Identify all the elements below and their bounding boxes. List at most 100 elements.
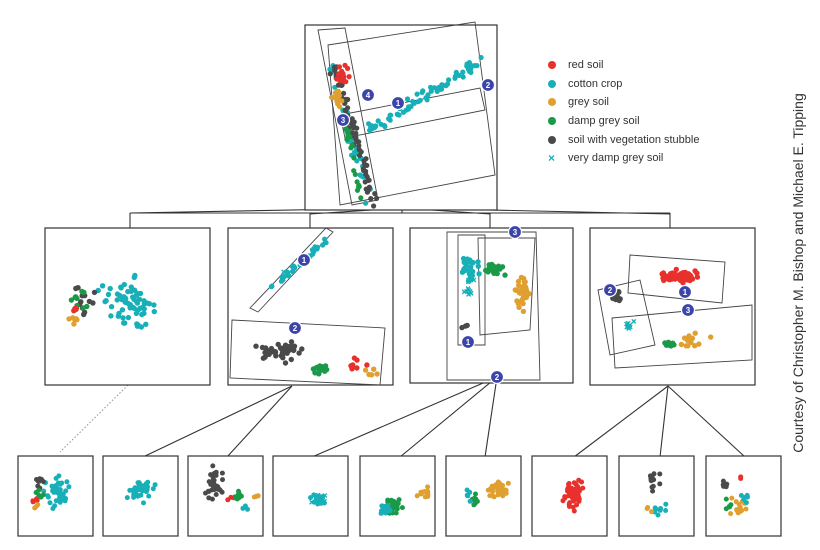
data-point [473, 491, 478, 497]
leaf-plot-9 [705, 455, 782, 537]
data-point [422, 489, 428, 494]
data-point [349, 142, 355, 148]
data-point [259, 344, 266, 351]
data-point [282, 360, 289, 366]
data-point [471, 496, 477, 502]
data-point [487, 493, 493, 499]
data-point [723, 496, 729, 502]
data-point [460, 69, 466, 75]
data-point [474, 63, 480, 69]
data-point [476, 271, 482, 277]
data-point [143, 321, 149, 327]
data-point [737, 504, 743, 510]
data-point [650, 488, 656, 494]
data-point [396, 497, 402, 503]
data-point [743, 500, 749, 506]
data-point [424, 97, 430, 103]
data-point [464, 63, 470, 69]
data-point [137, 290, 144, 297]
legend-label: grey soil [568, 96, 609, 109]
data-point [404, 96, 411, 102]
data-point [723, 506, 729, 512]
leaf-plot-1 [17, 455, 94, 537]
data-point [35, 483, 41, 489]
data-point [692, 330, 698, 336]
data-point [271, 348, 277, 355]
data-point [41, 492, 46, 498]
data-point [562, 494, 568, 500]
data-point [66, 316, 72, 322]
data-point [575, 492, 581, 498]
data-point [661, 277, 667, 284]
mid-plot-4: 1 2 3 [589, 227, 756, 386]
data-point [237, 491, 242, 497]
badge-circle [287, 320, 303, 336]
data-point [265, 349, 272, 356]
data-point [210, 463, 216, 469]
data-point [32, 505, 38, 511]
data-point [460, 74, 466, 80]
data-point [119, 307, 126, 313]
badge-label: 1 [683, 288, 688, 297]
data-point [346, 133, 352, 139]
cross-point [322, 498, 328, 504]
data-point [357, 152, 363, 159]
cross-point [631, 318, 637, 324]
cross-point [281, 269, 287, 275]
data-point [117, 292, 123, 299]
data-point [40, 479, 46, 485]
data-point [567, 500, 573, 506]
data-point [685, 271, 692, 277]
badge-circle [602, 282, 618, 298]
projection-badge: 4 [360, 87, 376, 103]
data-point [68, 297, 75, 303]
badge-label: 2 [486, 81, 491, 90]
data-point [387, 117, 393, 123]
data-point [523, 294, 530, 301]
badge-circle [360, 87, 376, 103]
data-point [150, 486, 156, 492]
data-point [363, 168, 369, 174]
data-point [470, 268, 476, 275]
data-point [467, 498, 473, 504]
data-point [649, 509, 654, 515]
data-point [364, 362, 370, 368]
data-point [356, 184, 362, 190]
data-point [131, 287, 138, 293]
data-point [291, 343, 298, 349]
mid-plot-1 [44, 227, 211, 386]
data-point [288, 356, 294, 363]
data-point [683, 275, 690, 281]
data-point [219, 470, 225, 476]
data-point [571, 495, 577, 501]
projection-badge: 3 [680, 302, 696, 318]
data-point [498, 487, 504, 492]
data-point [502, 272, 508, 278]
data-point [708, 334, 714, 340]
vegetation-stubble-marker [548, 135, 556, 144]
data-point [468, 264, 474, 270]
data-point [434, 88, 440, 94]
projection-region [457, 234, 486, 346]
badge-label: 1 [396, 99, 401, 108]
badge-label: 3 [686, 306, 691, 315]
badge-label: 1 [466, 338, 471, 347]
data-point [36, 492, 42, 498]
data-point [288, 339, 295, 345]
data-point [91, 289, 98, 296]
data-point [278, 345, 284, 352]
data-point [375, 118, 381, 124]
data-point [467, 63, 474, 69]
data-point [475, 263, 481, 269]
data-point [524, 290, 531, 296]
data-point [452, 73, 458, 79]
data-point [308, 495, 313, 501]
connector-line [142, 385, 293, 458]
data-point [143, 489, 149, 495]
leaf-plot-3 [187, 455, 264, 537]
data-point [210, 474, 216, 480]
cross-point [627, 322, 633, 328]
badge-circle [296, 252, 312, 268]
data-point [729, 495, 735, 501]
